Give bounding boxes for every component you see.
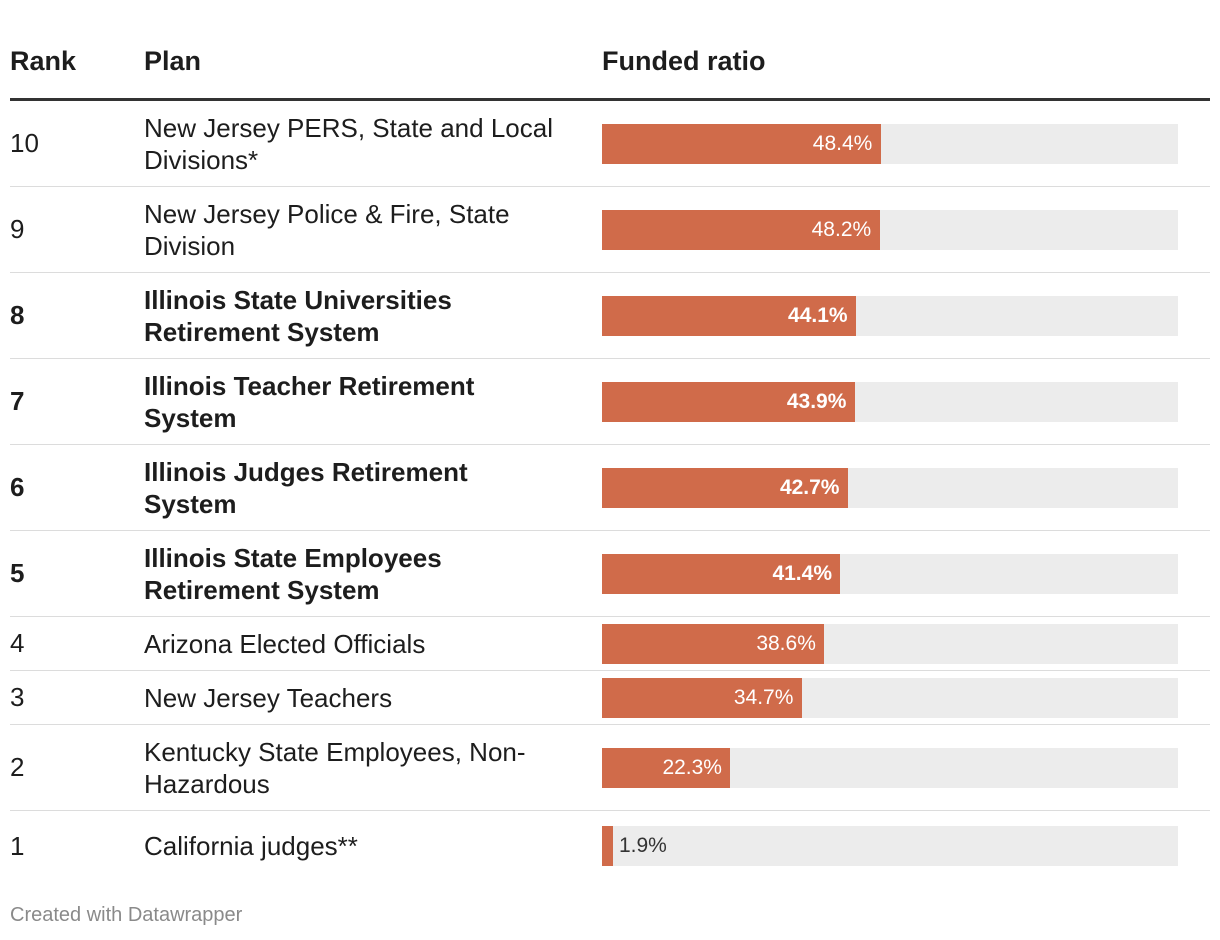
header-funded-ratio: Funded ratio	[602, 46, 766, 76]
bar	[602, 382, 855, 422]
bar-value-label: 48.2%	[811, 218, 872, 241]
table-row: 8 Illinois State Universities Retirement …	[10, 273, 1210, 359]
bar-value-label: 34.7%	[733, 686, 794, 709]
bar	[602, 554, 841, 594]
table-row: 6 Illinois Judges Retirement System 42.7%	[10, 445, 1210, 531]
bar-value-label: 43.9%	[786, 390, 847, 413]
plan-cell: Kentucky State Employees, Non-Hazardous	[144, 736, 526, 799]
bar	[602, 678, 802, 718]
table-row: 1 California judges** 1.9%	[10, 811, 1210, 881]
bar-track: 43.9%	[602, 382, 1178, 422]
rank-cell: 8	[10, 300, 25, 330]
table-row: 7 Illinois Teacher Retirement System 43.9%	[10, 359, 1210, 445]
table-row: 10 New Jersey PERS, State and Local Divis…	[10, 101, 1210, 187]
bar-track: 41.4%	[602, 554, 1178, 594]
plan-cell: Illinois Teacher Retirement System	[144, 370, 475, 433]
bar-track: 48.2%	[602, 210, 1178, 250]
bar-track: 42.7%	[602, 468, 1178, 508]
bar	[602, 748, 731, 788]
rank-cell: 6	[10, 472, 25, 502]
rank-cell: 1	[10, 830, 25, 861]
funded-ratio-table: Rank Plan Funded ratio 10 New Jersey PERS…	[10, 0, 1210, 881]
bar-value-label: 41.4%	[772, 562, 832, 585]
plan-cell: Illinois State Employees Retirement Syst…	[144, 542, 442, 605]
bar-value-label: 1.9%	[618, 834, 667, 857]
bar-value-label: 42.7%	[779, 476, 840, 499]
bar	[602, 296, 857, 336]
bar-track: 1.9%	[602, 826, 1178, 866]
rank-cell: 10	[10, 128, 39, 158]
header-plan: Plan	[144, 46, 202, 76]
plan-cell: New Jersey Police & Fire, State Division	[144, 198, 510, 261]
rank-cell: 3	[10, 682, 25, 712]
bar-track: 22.3%	[602, 748, 1178, 788]
plan-cell: Illinois State Universities Retirement S…	[144, 284, 452, 347]
plan-cell: Arizona Elected Officials	[144, 628, 426, 659]
bar	[602, 826, 613, 866]
bar	[602, 624, 825, 664]
table-row: 9 New Jersey Police & Fire, State Divisio…	[10, 187, 1210, 273]
rank-cell: 7	[10, 386, 25, 416]
table-row: 2 Kentucky State Employees, Non-Hazardous…	[10, 725, 1210, 811]
plan-cell: New Jersey Teachers	[144, 682, 393, 713]
table-row: 5 Illinois State Employees Retirement Sys…	[10, 531, 1210, 617]
plan-cell: New Jersey PERS, State and Local Divisio…	[144, 112, 553, 175]
bar-track: 38.6%	[602, 624, 1178, 664]
rank-cell: 2	[10, 752, 25, 782]
bar-value-label: 22.3%	[662, 756, 722, 779]
bar	[602, 468, 848, 508]
table-header: Rank Plan Funded ratio	[10, 0, 1210, 101]
bar-track: 48.4%	[602, 124, 1178, 164]
bar	[602, 124, 881, 164]
header-rank: Rank	[10, 46, 77, 76]
rank-cell: 4	[10, 628, 25, 658]
datawrapper-credit: Created with Datawrapper	[10, 904, 243, 926]
bar-track: 34.7%	[602, 678, 1178, 718]
table-row: 3 New Jersey Teachers 34.7%	[10, 671, 1210, 725]
bar-track: 44.1%	[602, 296, 1178, 336]
bar	[602, 210, 880, 250]
plan-cell: Illinois Judges Retirement System	[144, 456, 468, 519]
rank-cell: 5	[10, 558, 25, 588]
bar-value-label: 38.6%	[756, 632, 816, 655]
bar-value-label: 48.4%	[812, 132, 873, 155]
bar-value-label: 44.1%	[788, 304, 848, 327]
rank-cell: 9	[10, 214, 25, 244]
table-row: 4 Arizona Elected Officials 38.6%	[10, 617, 1210, 671]
plan-cell: California judges**	[144, 831, 358, 861]
table-body: 10 New Jersey PERS, State and Local Divis…	[10, 101, 1210, 881]
